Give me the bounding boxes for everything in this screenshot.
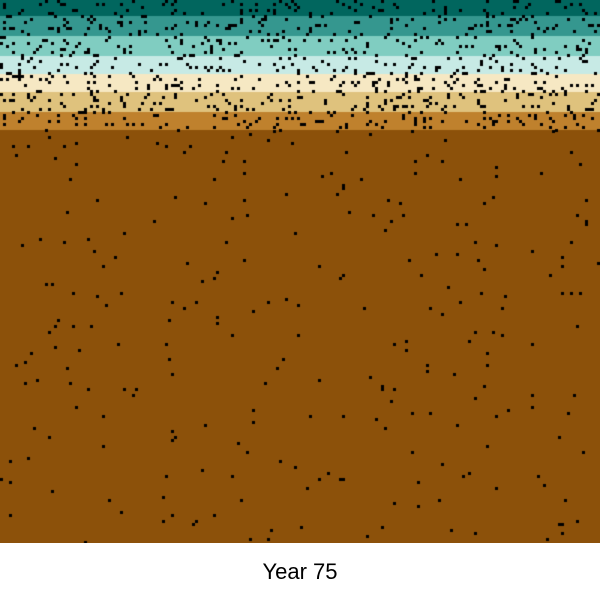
simulation-grid: [0, 0, 600, 543]
year-label: Year 75: [262, 558, 338, 584]
caption-area: Year 75: [0, 543, 600, 600]
